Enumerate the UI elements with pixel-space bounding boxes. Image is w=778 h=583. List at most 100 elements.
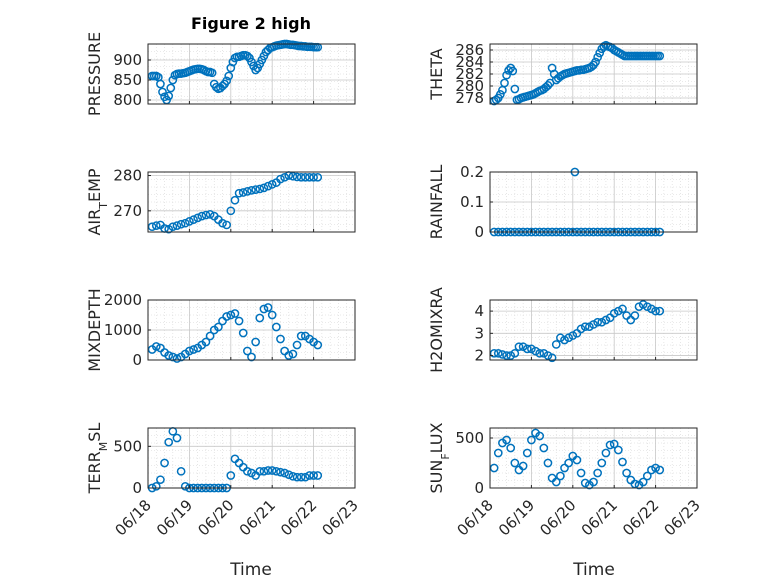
- data-point: [560, 463, 569, 473]
- y-axis-label: RAINFALL: [427, 165, 446, 240]
- data-point: [597, 458, 607, 468]
- data-point: [305, 471, 314, 480]
- data-point: [313, 340, 323, 350]
- y-tick-label: 500: [455, 429, 484, 447]
- data-point: [580, 478, 590, 488]
- data-point: [510, 84, 520, 94]
- data-point: [243, 187, 252, 196]
- data-point: [556, 471, 565, 481]
- data-point: [296, 331, 306, 341]
- data-point: [618, 457, 627, 467]
- data-point: [271, 322, 281, 332]
- data-point: [651, 463, 660, 473]
- data-point: [234, 188, 244, 198]
- data-point: [280, 172, 289, 182]
- data-point: [305, 172, 314, 182]
- data-point: [243, 51, 252, 61]
- axes-box: [147, 43, 356, 105]
- data-point: [535, 348, 545, 358]
- data-point: [251, 65, 260, 75]
- data-point: [185, 217, 194, 226]
- data-point: [655, 306, 665, 316]
- data-point: [176, 466, 186, 476]
- subplot-h2omixra: 2 3 4 H2OMIXRA: [427, 287, 698, 373]
- data-point: [224, 71, 234, 81]
- data-point: [647, 465, 656, 475]
- x-tick-label: 06/21: [578, 496, 621, 539]
- data-point: [226, 206, 236, 216]
- data-point: [251, 185, 260, 194]
- y-tick-label: 0: [132, 351, 142, 369]
- data-point: [642, 302, 652, 312]
- data-point: [609, 308, 619, 318]
- data-point: [288, 349, 298, 359]
- axes-box: [147, 171, 356, 233]
- data-point: [218, 218, 227, 228]
- data-point: [226, 310, 236, 320]
- data-point: [535, 431, 545, 441]
- data-point: [309, 172, 318, 182]
- data-point: [589, 477, 598, 487]
- data-point: [638, 477, 648, 487]
- data-point: [296, 472, 306, 482]
- data-point: [280, 468, 289, 478]
- data-point: [551, 340, 561, 349]
- data-point: [222, 76, 232, 86]
- data-point: [207, 68, 217, 78]
- data-point: [168, 222, 178, 232]
- data-point: [642, 471, 652, 481]
- data-point: [201, 210, 211, 220]
- data-point: [576, 468, 586, 478]
- data-point: [510, 458, 520, 468]
- data-point: [255, 313, 265, 323]
- data-point: [589, 320, 598, 329]
- axes-background: [490, 300, 697, 360]
- y-tick-label: 286: [455, 41, 484, 59]
- data-point: [197, 211, 207, 221]
- data-point: [276, 174, 285, 184]
- data-point: [309, 471, 318, 480]
- data-point: [518, 461, 528, 471]
- data-point: [593, 52, 602, 62]
- data-point: [502, 435, 511, 445]
- data-point: [622, 468, 631, 478]
- data-point: [498, 350, 507, 359]
- subplot-pressure: 800 850 900 PRESSURE: [85, 32, 356, 116]
- data-point: [185, 346, 194, 356]
- y-tick-label: 850: [113, 71, 142, 89]
- data-point: [593, 468, 602, 478]
- x-tick-label: 06/23: [319, 496, 362, 539]
- data-point: [263, 303, 273, 312]
- data-point: [585, 322, 594, 332]
- data-point: [502, 70, 511, 80]
- data-point: [234, 316, 244, 326]
- data-point: [263, 466, 273, 475]
- data-point: [205, 331, 215, 341]
- x-tick-label: 06/20: [536, 496, 579, 539]
- data-point: [288, 171, 298, 181]
- data-point: [189, 215, 198, 224]
- data-point: [168, 352, 178, 362]
- y-tick-label: 0: [474, 479, 484, 497]
- data-point: [647, 304, 656, 314]
- data-point: [151, 481, 161, 491]
- data-point: [518, 342, 528, 352]
- data-point: [276, 467, 285, 477]
- y-tick-label: 1000: [104, 321, 142, 339]
- x-tick-label: 06/18: [454, 496, 497, 539]
- axes-background: [148, 428, 355, 488]
- y-tick-label: 0.2: [460, 163, 484, 181]
- y-tick-label: 284: [455, 53, 484, 71]
- data-point: [539, 348, 549, 358]
- x-axis-label-left: Time: [229, 560, 272, 580]
- x-tick-label: 06/23: [661, 496, 704, 539]
- data-point: [147, 222, 157, 232]
- data-point: [151, 342, 161, 351]
- data-point: [205, 210, 215, 219]
- data-point: [506, 351, 516, 360]
- x-tick-label: 06/19: [153, 496, 196, 539]
- data-point: [638, 300, 648, 309]
